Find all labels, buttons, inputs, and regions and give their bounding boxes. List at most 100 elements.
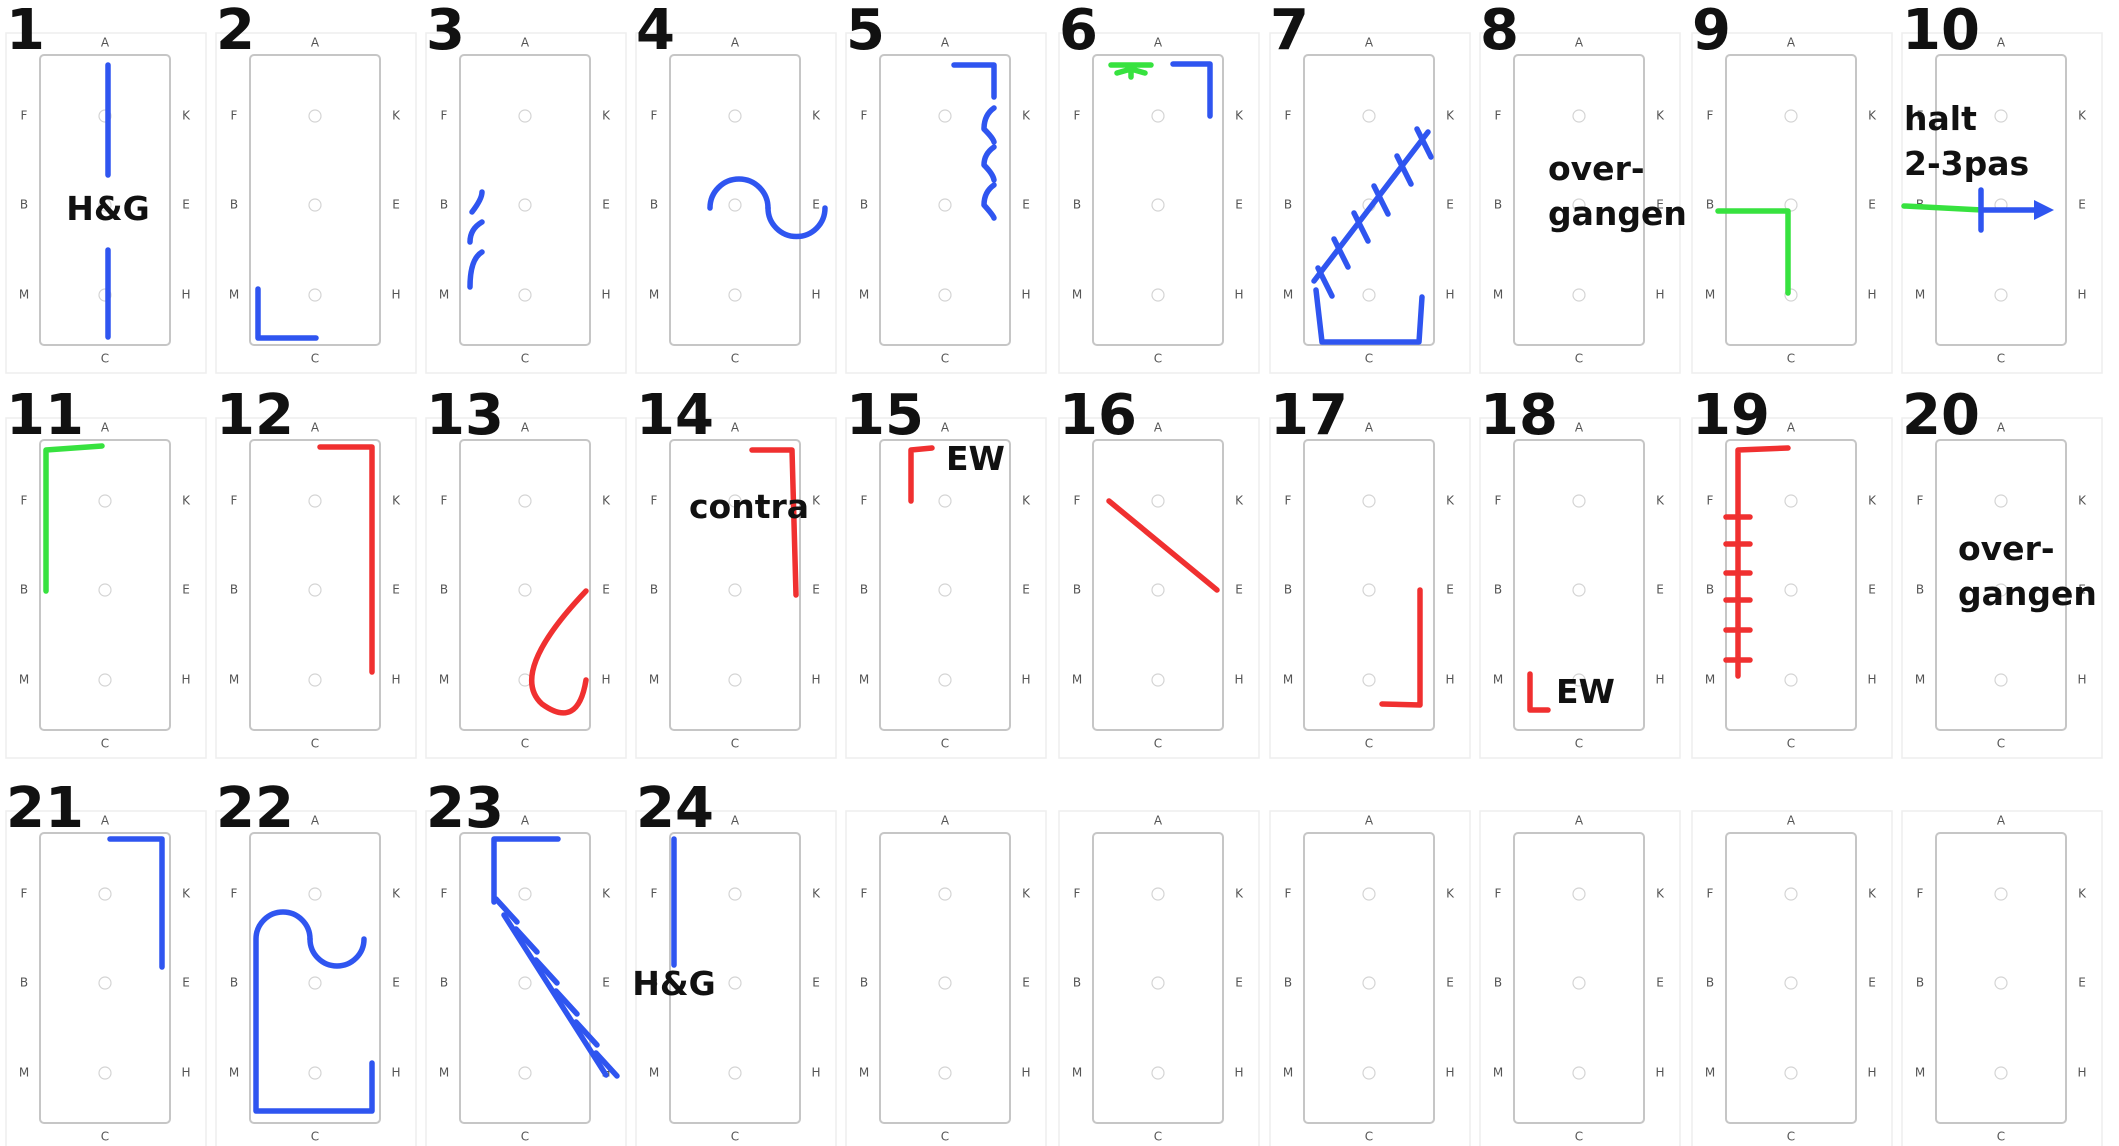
movement-path <box>981 105 997 145</box>
arena-outline <box>1935 832 2067 1124</box>
arena-letter-left: F <box>1074 109 1081 123</box>
centerline-marker-icon <box>1362 109 1376 123</box>
arena-card: A C F B M K E H 1 H&G <box>5 0 207 374</box>
arena-letter-right: H <box>181 288 190 302</box>
arena-letter-left: F <box>441 887 448 901</box>
arena-letter-left: B <box>1284 976 1292 990</box>
centerline-marker-icon <box>1784 1066 1798 1080</box>
card-background <box>1058 32 1260 374</box>
centerline-marker-icon <box>1151 198 1165 212</box>
arena-letter-right: E <box>1235 198 1243 212</box>
movement-number: 17 <box>1270 383 1348 448</box>
arena-letter-bottom: C <box>731 352 739 366</box>
arena-letter-bottom: C <box>1787 737 1795 751</box>
arena-letter-left: M <box>19 673 29 687</box>
arena-letter-right: E <box>1868 583 1876 597</box>
arena-letter-left: F <box>861 494 868 508</box>
arena-letter-left: M <box>859 1066 869 1080</box>
arena-letter-top: A <box>311 36 320 50</box>
arena-letter-right: K <box>1235 109 1244 123</box>
arena-letter-left: M <box>229 288 239 302</box>
centerline-marker-icon <box>308 583 322 597</box>
movement-number: 19 <box>1692 383 1770 448</box>
centerline-marker-icon <box>728 288 742 302</box>
card-background <box>845 810 1047 1146</box>
movement-label: over- <box>1548 149 1645 188</box>
arena-letter-right: K <box>1022 494 1031 508</box>
movement-path <box>528 588 589 716</box>
arena-letter-right: K <box>1656 494 1665 508</box>
centerline-marker-icon <box>1994 109 2008 123</box>
card-background <box>635 417 837 759</box>
card-background <box>215 810 417 1146</box>
card-background <box>1479 417 1681 759</box>
arena-letter-bottom: C <box>1997 737 2005 751</box>
arena-letter-left: B <box>1073 583 1081 597</box>
arena-outline <box>879 832 1011 1124</box>
centerline-marker-icon <box>1572 494 1586 508</box>
centerline-marker-icon <box>98 288 112 302</box>
card-background <box>5 810 207 1146</box>
arena-letter-bottom: C <box>1365 737 1373 751</box>
movement-path <box>1170 61 1213 119</box>
arena-letter-left: F <box>1285 887 1292 901</box>
arena-letter-left: M <box>1705 288 1715 302</box>
movement-path <box>43 443 105 594</box>
movement-path <box>493 896 620 1079</box>
arena-card: A C F B M K E H 18 EW <box>1479 383 1681 759</box>
arena-letter-right: K <box>1235 887 1244 901</box>
arena-letter-left: F <box>651 494 658 508</box>
arena-outline <box>1513 439 1645 731</box>
arena-letter-bottom: C <box>941 352 949 366</box>
arena-letter-left: B <box>440 583 448 597</box>
centerline-marker-icon <box>1151 1066 1165 1080</box>
centerline-marker-icon <box>728 673 742 687</box>
arena-letter-right: E <box>392 976 400 990</box>
arena-letter-right: K <box>182 109 191 123</box>
arena-letter-bottom: C <box>311 352 319 366</box>
arena-letter-left: B <box>1494 198 1502 212</box>
arena-outline <box>459 54 591 346</box>
arena-card: A C F B M K E H 2 <box>215 0 417 374</box>
movement-number: 2 <box>216 0 255 63</box>
centerline-marker-icon <box>518 109 532 123</box>
centerline-marker-icon <box>938 673 952 687</box>
arena-letter-left: F <box>1074 887 1081 901</box>
centerline-marker-icon <box>308 1066 322 1080</box>
arena-letter-left: B <box>1284 583 1292 597</box>
arena-letter-bottom: C <box>101 352 109 366</box>
centerline-marker-icon <box>1994 1066 2008 1080</box>
centerline-marker-icon <box>938 976 952 990</box>
arena-letter-right: K <box>1446 887 1455 901</box>
arena-outline <box>249 439 381 731</box>
arena-letter-left: F <box>1917 494 1924 508</box>
arena-letter-left: F <box>21 887 28 901</box>
movement-number: 18 <box>1480 383 1558 448</box>
arena-letter-right: E <box>1656 198 1664 212</box>
arena-letter-right: E <box>1022 198 1030 212</box>
arena-letter-bottom: C <box>731 1130 739 1144</box>
card-background <box>845 417 1047 759</box>
arena-letter-left: F <box>1285 109 1292 123</box>
arena-letter-bottom: C <box>1787 1130 1795 1144</box>
movement-number: 8 <box>1480 0 1519 63</box>
movement-number: 11 <box>6 383 84 448</box>
arena-letter-right: E <box>1446 198 1454 212</box>
arena-letter-bottom: C <box>731 737 739 751</box>
arena-letter-left: F <box>21 494 28 508</box>
centerline-marker-icon <box>728 976 742 990</box>
arena-letter-right: E <box>182 583 190 597</box>
movement-number: 12 <box>216 383 294 448</box>
arena-letter-right: K <box>602 494 611 508</box>
arena-card: A C F B M K E H 3 <box>425 0 627 374</box>
arena-outline <box>39 439 171 731</box>
card-background <box>1691 32 1893 374</box>
arena-letter-bottom: C <box>1997 352 2005 366</box>
arena-letter-left: B <box>20 198 28 212</box>
movement-number: 5 <box>846 0 885 63</box>
card-background <box>1479 32 1681 374</box>
arena-letter-bottom: C <box>941 1130 949 1144</box>
movement-path <box>317 444 375 675</box>
arena-letter-right: H <box>1867 673 1876 687</box>
